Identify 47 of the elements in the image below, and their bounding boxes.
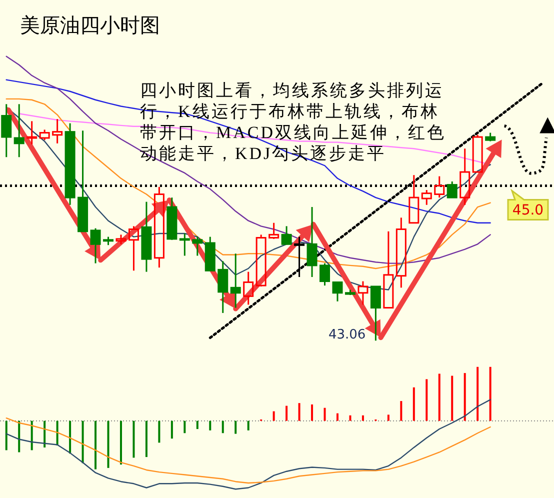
bar	[272, 411, 275, 421]
annotation: 45.0	[512, 202, 544, 219]
bar	[69, 420, 72, 454]
bar	[196, 420, 198, 430]
bar	[324, 408, 326, 421]
bar	[94, 420, 97, 470]
bar	[247, 420, 250, 430]
bar	[476, 366, 479, 421]
bar	[286, 406, 288, 421]
candlestick	[1, 103, 12, 158]
bar	[44, 420, 46, 448]
bar	[400, 401, 402, 421]
bar	[184, 420, 186, 434]
candlestick	[141, 201, 152, 273]
candlestick	[306, 206, 318, 278]
bar	[336, 413, 338, 421]
bar	[489, 366, 492, 421]
candlestick	[396, 216, 406, 288]
bar	[234, 420, 237, 434]
bar	[158, 420, 160, 443]
bar	[349, 415, 352, 421]
bar	[438, 374, 440, 421]
bar	[82, 420, 84, 464]
bar	[412, 387, 415, 421]
candlestick	[218, 260, 228, 314]
bar	[170, 420, 173, 439]
candlestick	[14, 103, 24, 158]
chart-title: 美原油四小时图	[20, 14, 160, 37]
bar	[209, 420, 212, 430]
bar	[18, 420, 20, 452]
bar	[387, 414, 390, 421]
bar	[311, 404, 314, 421]
bar	[107, 420, 110, 468]
bar	[298, 403, 300, 421]
candlestick	[52, 118, 63, 144]
bar	[120, 420, 122, 465]
bar	[30, 420, 33, 450]
candlestick	[230, 252, 241, 309]
bar	[145, 420, 148, 458]
annotation: 43.06	[328, 328, 366, 343]
bar	[132, 420, 135, 458]
bar	[451, 376, 454, 421]
bar	[5, 420, 8, 450]
bar	[426, 379, 428, 421]
bar	[464, 373, 466, 421]
bar	[222, 420, 224, 434]
bar	[362, 415, 364, 421]
